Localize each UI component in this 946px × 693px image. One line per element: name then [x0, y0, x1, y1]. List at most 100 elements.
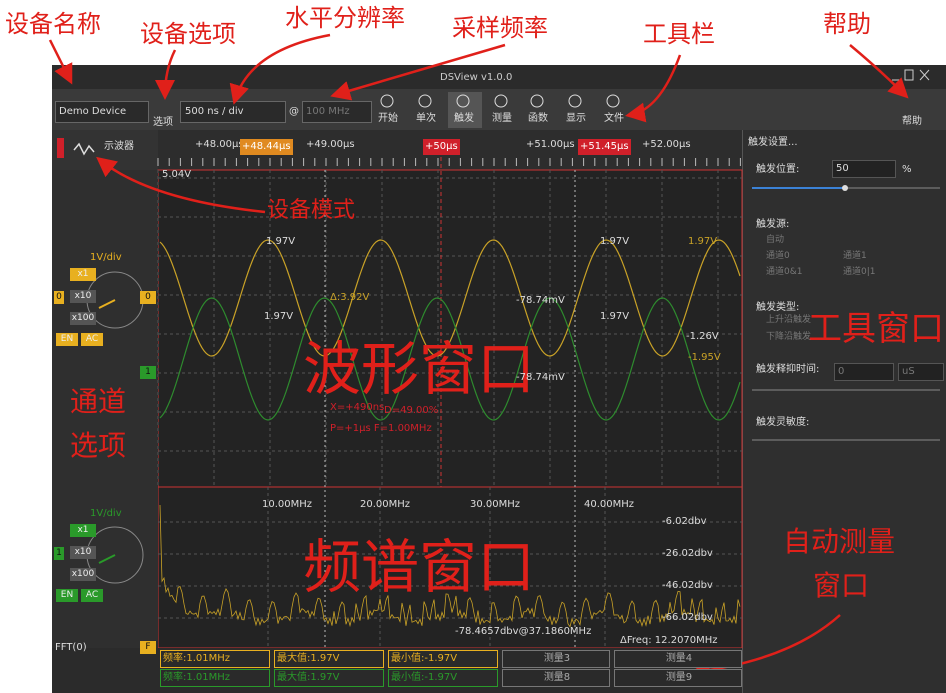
at-sign: @: [289, 106, 299, 117]
mode[interactable]: 示波器: [104, 141, 134, 152]
waveform-label: -78.74mV: [516, 372, 565, 383]
channel-tag[interactable]: 1: [140, 366, 156, 379]
annotation: 设备名称: [5, 10, 101, 38]
toolbar-button[interactable]: 文件: [604, 113, 624, 124]
waveform-label: P=+1μs F=1.00MHz: [330, 423, 432, 434]
measure-cell[interactable]: 最小值:-1.97V: [388, 650, 498, 668]
trigger-source[interactable]: 通道0&1: [766, 267, 803, 277]
measure-cell[interactable]: 测量3: [502, 650, 610, 668]
spectrum-y-label: -66.02dbv: [662, 612, 713, 623]
grid: [157, 158, 742, 487]
window-controls[interactable]: [892, 69, 930, 81]
window-title: DSView v1.0.0: [440, 72, 513, 83]
waveform-label: -78.74mV: [516, 295, 565, 306]
toolbar-button[interactable]: 测量: [492, 113, 512, 124]
annotation: 工具栏: [643, 20, 715, 48]
waveform-label: 1.97V: [264, 311, 294, 322]
mode-indicator: [57, 138, 64, 158]
enable-button[interactable]: EN: [56, 589, 78, 602]
enable-button[interactable]: EN: [56, 333, 78, 346]
annotation: 设备选项: [140, 20, 236, 48]
probe-button[interactable]: x10: [70, 546, 96, 559]
coupling-button[interactable]: AC: [81, 589, 103, 602]
toolbar-button[interactable]: 单次: [416, 113, 436, 124]
ruler-cursor[interactable]: +48.44μs: [240, 139, 293, 155]
ruler-label: +48.00μs: [195, 139, 244, 150]
toolbar-button[interactable]: 触发: [454, 113, 474, 124]
waveform-label: 1.97V: [600, 236, 630, 247]
maximize-icon[interactable]: [904, 69, 914, 81]
channel-scale: 1V/div: [90, 252, 122, 263]
annotation: 采样频率: [452, 14, 548, 42]
fft-label: FFT(0): [55, 642, 87, 653]
probe-button[interactable]: x1: [70, 524, 96, 537]
time-div: 500 ns / div: [185, 106, 244, 117]
slider-knob[interactable]: [842, 185, 848, 191]
toolbar-button[interactable]: 函数: [528, 113, 548, 124]
measure-cell[interactable]: 测量4: [614, 650, 742, 668]
options-button[interactable]: 选项: [153, 117, 173, 128]
button-icon: [494, 94, 508, 108]
toolbar-button[interactable]: 开始: [378, 113, 398, 124]
channel-scale: 1V/div: [90, 508, 122, 519]
measure-cell[interactable]: 测量9: [614, 669, 742, 687]
waveform-window: [157, 169, 743, 488]
measure-cell[interactable]: 最小值:-1.97V: [388, 669, 498, 687]
channel-marker[interactable]: 1: [54, 547, 64, 560]
annotation: 设备模式: [267, 198, 356, 223]
spectrum-y-label: -46.02dbv: [662, 580, 713, 591]
trigger-source[interactable]: 通道0|1: [843, 267, 876, 277]
spectrum: [159, 504, 741, 628]
waveform: [159, 239, 741, 357]
annotation-arrows: [48, 33, 909, 681]
position-input[interactable]: 50: [832, 160, 896, 178]
probe-button[interactable]: x10: [70, 290, 96, 303]
trigger-type[interactable]: 上升沿触发: [766, 315, 812, 325]
annotation: 工具窗口: [808, 309, 944, 349]
holdoff-input[interactable]: 0: [834, 363, 894, 381]
sample-rate: 100 MHz: [306, 106, 350, 117]
measure-cell[interactable]: 频率:1.01MHz: [160, 650, 270, 668]
trigger-source[interactable]: 通道1: [843, 251, 867, 261]
spectrum-x-label: 10.00MHz: [262, 499, 313, 510]
measure-cell[interactable]: 最大值:1.97V: [274, 669, 384, 687]
toolbar-button[interactable]: 显示: [566, 113, 586, 124]
trigger-label: 触发源:: [756, 219, 790, 230]
trigger-highlight: [448, 92, 482, 128]
trigger-label: 触发位置:: [756, 164, 800, 175]
channel-tag[interactable]: 0: [140, 291, 156, 304]
probe-button[interactable]: x1: [70, 268, 96, 281]
tool-window: [742, 130, 946, 693]
annotation: 通道: [70, 385, 127, 418]
button-icon: [606, 94, 620, 108]
fft-tag[interactable]: F: [140, 641, 156, 654]
measure-cell[interactable]: 测量8: [502, 669, 610, 687]
ruler-label: +51.00μs: [526, 139, 575, 150]
trigger-type[interactable]: 下降沿触发: [766, 332, 812, 342]
measure-cell[interactable]: 频率:1.01MHz: [160, 669, 270, 687]
ruler-cursor[interactable]: +50μs: [423, 139, 460, 155]
ruler-cursor[interactable]: +51.45μs: [578, 139, 631, 155]
sample-rate-select[interactable]: [302, 101, 372, 123]
measure-cell[interactable]: 最大值:1.97V: [274, 650, 384, 668]
spectrum-cursor: -78.4657dbv@37.1860MHz: [455, 626, 592, 637]
waveform-label: X=+490ns: [330, 402, 385, 413]
annotation: 窗口: [813, 569, 870, 602]
help-button[interactable]: 帮助: [902, 116, 922, 127]
probe-button[interactable]: x100: [70, 568, 96, 581]
annotation: 水平分辨率: [285, 4, 405, 32]
probe-button[interactable]: x100: [70, 312, 96, 325]
waveform-label: D=49.00%: [384, 405, 439, 416]
annotation: 自动测量: [783, 525, 896, 558]
waveform-label: 1.97V: [266, 236, 296, 247]
device-select[interactable]: [55, 101, 149, 123]
trigger-source[interactable]: 自动: [766, 235, 785, 245]
ch0-knob-pointer: [98, 299, 116, 309]
trigger-source[interactable]: 通道0: [766, 251, 790, 261]
trigger-label: 触发类型:: [756, 302, 800, 313]
holdoff-unit[interactable]: uS: [898, 363, 944, 381]
channel-marker[interactable]: 0: [54, 291, 64, 304]
coupling-button[interactable]: AC: [81, 333, 103, 346]
waveform-label: Δ:3.92V: [330, 292, 370, 303]
waveform-label: -1.95V: [688, 352, 721, 363]
